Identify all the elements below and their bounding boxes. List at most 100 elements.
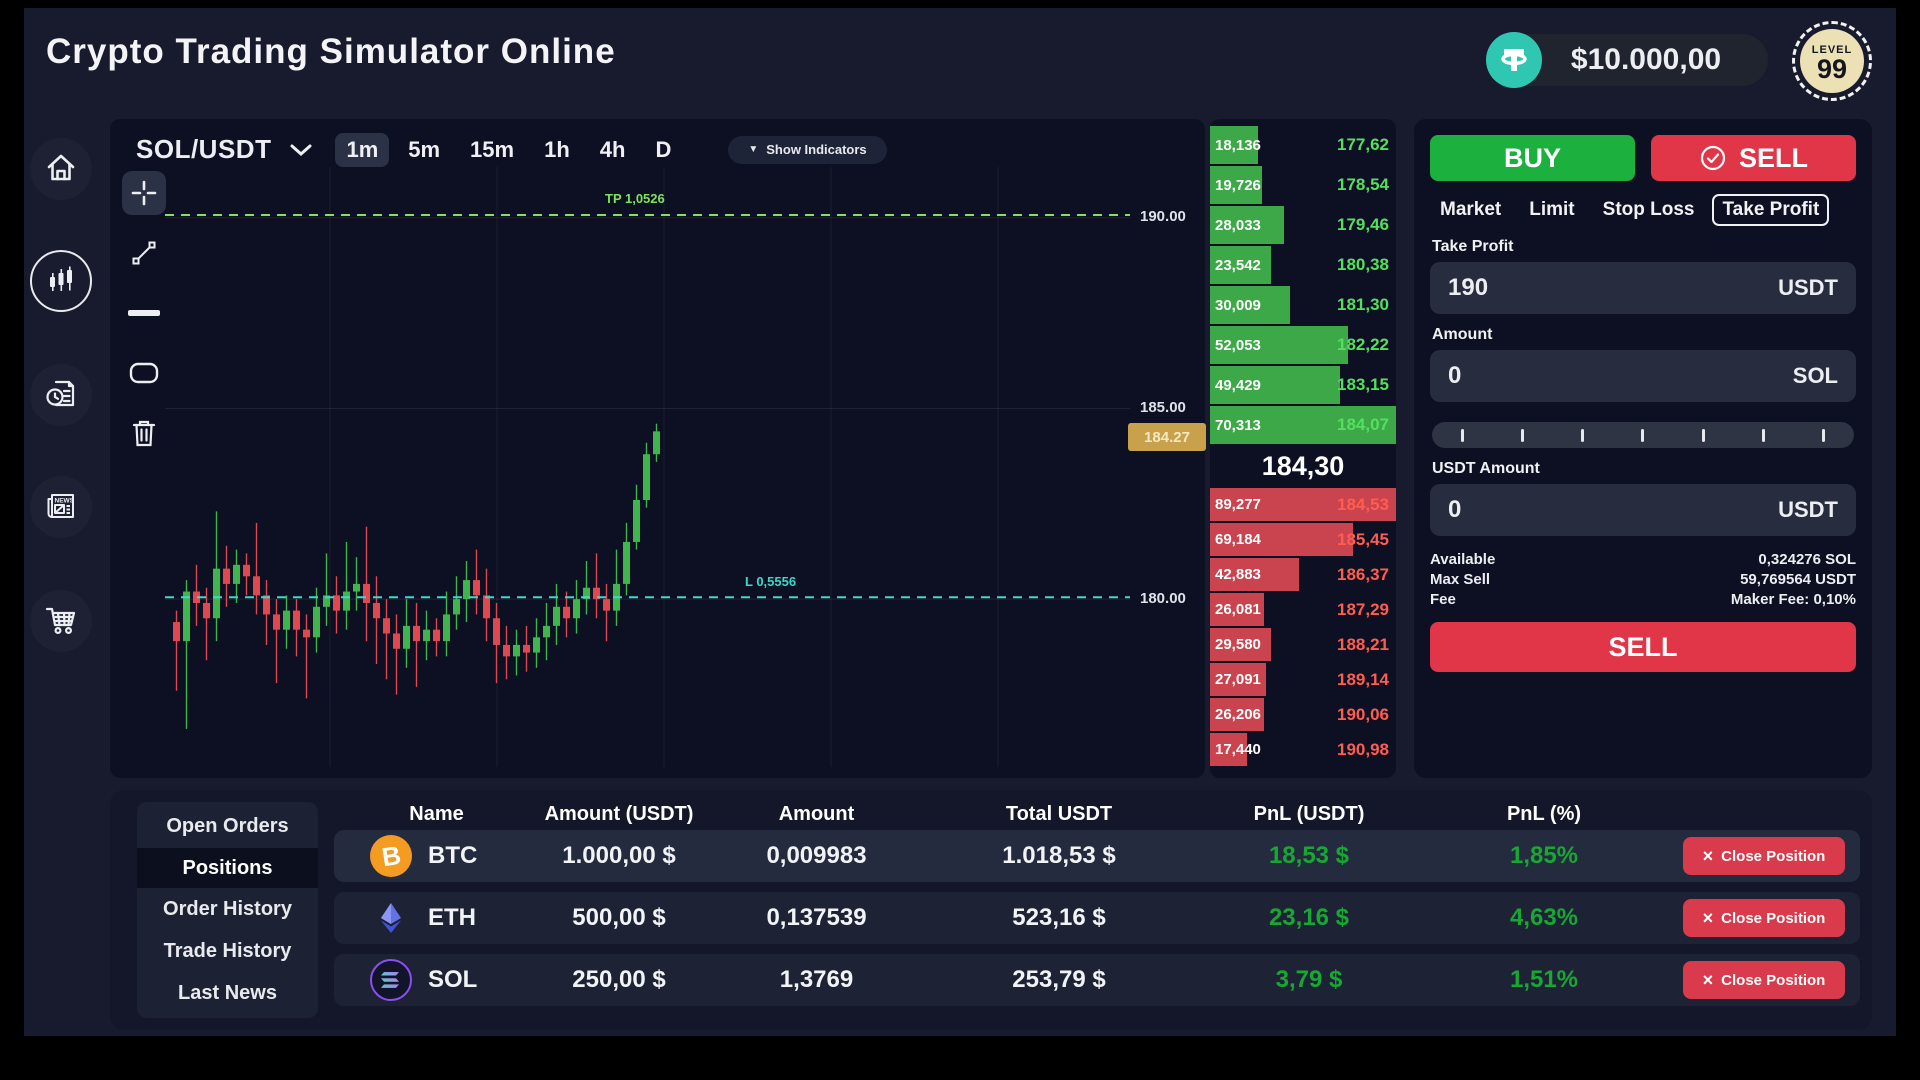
rectangle-tool-icon[interactable] xyxy=(122,351,166,395)
order-type-market[interactable]: Market xyxy=(1430,194,1511,226)
slider-tick xyxy=(1641,428,1645,442)
actions-cell: × Close Position xyxy=(1654,837,1874,875)
buy-tab-button[interactable]: BUY xyxy=(1430,135,1635,181)
order-book-row[interactable]: 18,136 177,62 xyxy=(1210,125,1396,165)
order-book-row[interactable]: 49,429 183,15 xyxy=(1210,365,1396,405)
sell-tab-button[interactable]: SELL xyxy=(1651,135,1856,181)
tab-positions[interactable]: Positions xyxy=(137,848,318,889)
usdt-amount-input[interactable]: 0 USDT xyxy=(1430,484,1856,536)
info-value: 59,769564 USDT xyxy=(1740,571,1856,588)
order-book-row[interactable]: 23,542 180,38 xyxy=(1210,245,1396,285)
order-book-row[interactable]: 52,053 182,22 xyxy=(1210,325,1396,365)
pair-selector[interactable]: SOL/USDT xyxy=(136,134,272,164)
tab-order-history[interactable]: Order History xyxy=(137,890,318,930)
usdt-amount-label: USDT Amount xyxy=(1432,460,1540,477)
order-type-stop-loss[interactable]: Stop Loss xyxy=(1593,194,1705,226)
close-label: Close Position xyxy=(1721,971,1826,989)
tab-open-orders[interactable]: Open Orders xyxy=(137,807,318,847)
ask-depth-bar xyxy=(1210,698,1264,731)
ask-depth-bar xyxy=(1210,488,1396,521)
amount-input[interactable]: 0 SOL xyxy=(1430,350,1856,402)
amount-cell: 0,009983 xyxy=(766,842,867,869)
order-book-row[interactable]: 17,440 190,98 xyxy=(1210,732,1396,767)
candlestick-chart[interactable] xyxy=(165,167,1130,767)
timeframe-4h[interactable]: 4h xyxy=(589,133,637,167)
price-axis-label: 180.00 xyxy=(1140,590,1186,607)
order-price: 184,53 xyxy=(1337,494,1389,514)
bid-depth-bar xyxy=(1210,366,1341,404)
sidebar-item-market[interactable] xyxy=(30,590,92,652)
order-type-take-profit[interactable]: Take Profit xyxy=(1712,194,1830,226)
order-book-asks: 89,277 184,53 69,184 185,45 42,883 186,37 26,0… xyxy=(1210,487,1396,767)
delete-tool-icon[interactable] xyxy=(122,411,166,455)
trade-info-rows: Available 0,324276 SOL Max Sell 59,769564 U… xyxy=(1430,550,1856,610)
order-type-limit[interactable]: Limit xyxy=(1519,194,1584,226)
order-price: 182,22 xyxy=(1337,335,1389,354)
bid-depth-bar xyxy=(1210,206,1285,244)
close-position-button[interactable]: × Close Position xyxy=(1683,837,1845,875)
amount-label: Amount xyxy=(1432,326,1493,343)
sidebar-item-order-history[interactable] xyxy=(30,364,92,426)
column-header: Amount (USDT) xyxy=(544,802,694,825)
coin-name: BTC xyxy=(428,842,478,869)
amount-cell: 0,137539 xyxy=(766,904,867,931)
amount-cell: 1,3769 xyxy=(779,966,854,993)
app-window: Crypto Trading Simulator Online $10.000,… xyxy=(24,8,1896,1036)
slider-tick xyxy=(1762,428,1766,442)
amount-slider[interactable] xyxy=(1432,422,1854,448)
close-position-button[interactable]: × Close Position xyxy=(1683,899,1845,937)
take-profit-input[interactable]: 190 USDT xyxy=(1430,262,1856,314)
liquidation-line-label[interactable]: L 0,5556 xyxy=(745,574,797,589)
sidebar-item-home[interactable] xyxy=(30,138,92,200)
coin-cell: ETH xyxy=(334,897,539,939)
chevron-down-icon[interactable] xyxy=(289,143,313,157)
tether-icon xyxy=(1486,32,1542,88)
order-volume: 23,542 xyxy=(1215,256,1261,274)
balance-value: $10.000,00 xyxy=(1570,43,1722,76)
show-indicators-button[interactable]: ▼ Show Indicators xyxy=(728,135,887,164)
tab-last-news[interactable]: Last News xyxy=(137,973,318,1013)
drawing-tools xyxy=(120,171,168,455)
order-volume: 69,184 xyxy=(1215,531,1261,548)
order-book-row[interactable]: 28,033 179,46 xyxy=(1210,205,1396,245)
timeframe-5m[interactable]: 5m xyxy=(397,133,451,167)
order-book-row[interactable]: 29,580 188,21 xyxy=(1210,627,1396,662)
trade-panel: BUY SELL Market Limit Stop Loss Take Profit… xyxy=(1414,119,1872,778)
bid-depth-bar xyxy=(1210,406,1396,444)
positions-table: Name Amount (USDT) Amount Total USDT PnL (US… xyxy=(334,798,1860,1016)
crosshair-tool-icon[interactable] xyxy=(122,171,166,215)
order-volume: 49,429 xyxy=(1215,376,1261,394)
timeframe-D[interactable]: D xyxy=(644,133,682,167)
order-price: 180,38 xyxy=(1337,255,1389,274)
order-book-row[interactable]: 19,726 178,54 xyxy=(1210,165,1396,205)
bid-depth-bar xyxy=(1210,126,1259,164)
timeframe-1m[interactable]: 1m xyxy=(335,132,390,167)
amount-usdt-cell: 1.000,00 $ xyxy=(562,842,676,869)
order-book-row[interactable]: 26,206 190,06 xyxy=(1210,697,1396,732)
timeframe-group: 1m 5m 15m 1h 4h D xyxy=(335,132,682,167)
order-book-row[interactable]: 89,277 184,53 xyxy=(1210,487,1396,522)
total-usdt-cell: 253,79 $ xyxy=(1012,966,1106,993)
order-book-row[interactable]: 26,081 187,29 xyxy=(1210,592,1396,627)
level-label: LEVEL xyxy=(1811,43,1853,56)
sidebar-item-news[interactable]: NEWS xyxy=(30,476,92,538)
timeframe-15m[interactable]: 15m xyxy=(459,133,525,167)
btc-icon: B xyxy=(370,835,412,877)
sell-submit-button[interactable]: SELL xyxy=(1430,622,1856,672)
order-book-row[interactable]: 42,883 186,37 xyxy=(1210,557,1396,592)
tab-trade-history[interactable]: Trade History xyxy=(137,932,318,972)
sidebar-item-trading[interactable] xyxy=(30,250,92,312)
order-book-row[interactable]: 27,091 189,14 xyxy=(1210,662,1396,697)
order-book-row[interactable]: 30,009 181,30 xyxy=(1210,285,1396,325)
clock-document-icon xyxy=(42,375,80,416)
order-book-row[interactable]: 70,313 184,07 xyxy=(1210,405,1396,445)
close-position-button[interactable]: × Close Position xyxy=(1683,961,1845,999)
order-book-row[interactable]: 69,184 185,45 xyxy=(1210,522,1396,557)
trade-info-row: Max Sell 59,769564 USDT xyxy=(1430,570,1856,590)
take-profit-line-label[interactable]: TP 1,0526 xyxy=(605,191,665,206)
horizontal-line-tool-icon[interactable] xyxy=(122,291,166,335)
trend-line-tool-icon[interactable] xyxy=(122,231,166,275)
amount-usdt-cell: 250,00 $ xyxy=(572,966,666,993)
price-axis-label: 185.00 xyxy=(1140,399,1186,416)
timeframe-1h[interactable]: 1h xyxy=(533,133,581,167)
